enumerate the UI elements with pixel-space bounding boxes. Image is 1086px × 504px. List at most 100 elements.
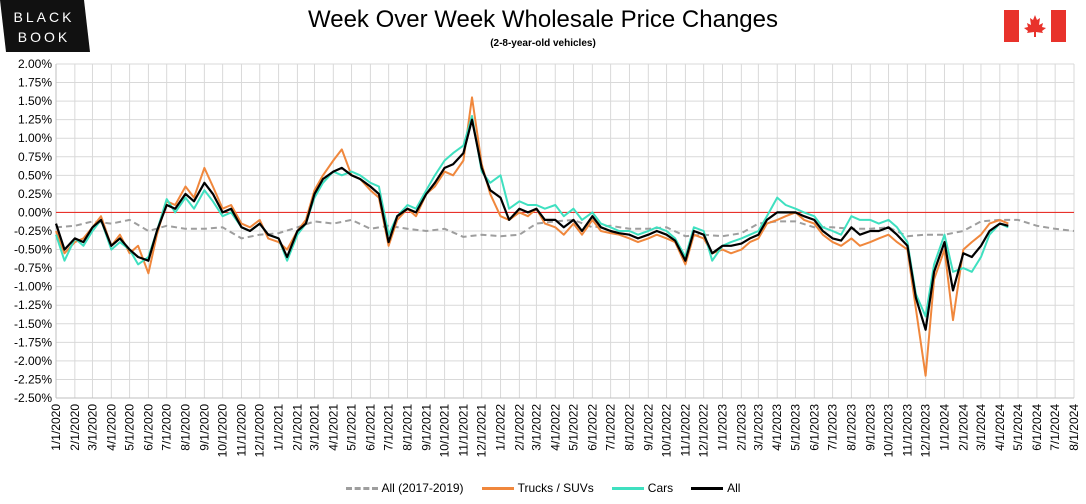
y-tick-label: -1.25% [14, 298, 52, 312]
x-tick-label: 10/1/2023 [882, 404, 896, 458]
x-tick-label: 10/1/2022 [660, 404, 674, 458]
x-tick-label: 8/1/2022 [622, 404, 636, 451]
x-tick-label: 3/1/2021 [307, 404, 321, 451]
legend-label: All [727, 481, 741, 495]
y-tick-label: -2.25% [14, 372, 52, 386]
y-tick-label: -0.50% [14, 243, 52, 257]
x-tick-label: 10/1/2020 [216, 404, 230, 458]
x-tick-label: 9/1/2020 [197, 404, 211, 451]
x-tick-label: 6/1/2020 [141, 404, 155, 451]
x-tick-label: 5/1/2023 [788, 404, 802, 451]
x-tick-label: 7/1/2024 [1048, 404, 1062, 451]
y-tick-label: 1.00% [18, 131, 52, 145]
x-tick-label: 6/1/2021 [363, 404, 377, 451]
x-tick-label: 1/1/2020 [49, 404, 63, 451]
y-tick-label: 0.25% [18, 187, 52, 201]
x-tick-label: 4/1/2022 [548, 404, 562, 451]
chart-subtitle: (2-8-year-old vehicles) [490, 38, 596, 49]
x-tick-label: 1/1/2021 [272, 404, 286, 451]
series-line-cars [55, 115, 1009, 318]
x-tick-label: 2/1/2023 [734, 404, 748, 451]
logo-line2: BOOK [18, 29, 70, 45]
x-tick-label: 5/1/2021 [345, 404, 359, 451]
x-tick-label: 9/1/2023 [863, 404, 877, 451]
x-tick-label: 10/1/2021 [438, 404, 452, 458]
y-tick-label: 0.75% [18, 150, 52, 164]
x-tick-label: 3/1/2024 [974, 404, 988, 451]
y-tick-label: -2.50% [14, 391, 52, 405]
y-tick-label: -2.00% [14, 354, 52, 368]
x-tick-label: 1/1/2023 [716, 404, 730, 451]
x-tick-label: 6/1/2024 [1030, 404, 1044, 451]
x-tick-label: 3/1/2020 [85, 404, 99, 451]
y-tick-label: 1.75% [18, 76, 52, 90]
y-tick-label: -1.50% [14, 317, 52, 331]
legend-item-all-2017-2019: All (2017-2019) [345, 481, 464, 495]
x-tick-label: 7/1/2021 [382, 404, 396, 451]
x-tick-label: 12/1/2020 [253, 404, 267, 458]
series-line-all [54, 118, 1009, 331]
x-tick-label: 7/1/2023 [826, 404, 840, 451]
y-tick-label: -0.25% [14, 224, 52, 238]
x-tick-label: 4/1/2020 [104, 404, 118, 451]
x-tick-label: 11/1/2023 [900, 404, 914, 457]
logo-background-shape [0, 0, 90, 52]
x-tick-label: 9/1/2021 [419, 404, 433, 451]
x-tick-label: 2/1/2021 [290, 404, 304, 451]
x-tick-label: 1/1/2024 [937, 404, 951, 451]
x-tick-label: 1/1/2022 [494, 404, 508, 451]
x-tick-label: 12/1/2021 [475, 404, 489, 458]
x-tick-label: 8/1/2021 [400, 404, 414, 451]
legend-swatch [691, 486, 724, 490]
x-tick-label: 11/1/2022 [678, 404, 692, 457]
legend-item-all: All [691, 481, 740, 495]
y-tick-label: -1.75% [14, 335, 52, 349]
legend-item-trucks-suvs: Trucks / SUVs [481, 481, 594, 495]
y-tick-label: 0.50% [18, 168, 52, 182]
x-tick-label: 6/1/2023 [807, 404, 821, 451]
x-tick-label: 7/1/2022 [604, 404, 618, 451]
x-tick-label: 12/1/2022 [697, 404, 711, 458]
legend-swatch [345, 486, 378, 490]
x-tick-label: 2/1/2024 [956, 404, 970, 451]
x-tick-label: 4/1/2021 [326, 404, 340, 451]
x-tick-label: 9/1/2022 [641, 404, 655, 451]
x-tick-label: 3/1/2022 [529, 404, 543, 451]
legend-swatch [611, 486, 644, 490]
logo-line1: BLACK [14, 9, 75, 25]
x-tick-label: 4/1/2023 [770, 404, 784, 451]
x-tick-label: 5/1/2020 [123, 404, 137, 451]
x-tick-label: 3/1/2023 [751, 404, 765, 451]
canada-flag-icon [1004, 10, 1066, 42]
legend-item-cars: Cars [611, 481, 674, 495]
x-tick-label: 11/1/2021 [456, 404, 470, 457]
x-tick-label: 7/1/2020 [160, 404, 174, 451]
y-tick-label: -0.75% [14, 261, 52, 275]
legend-label: All (2017-2019) [381, 481, 464, 495]
x-tick-label: 11/1/2020 [234, 404, 248, 457]
y-tick-label: 1.25% [18, 113, 52, 127]
x-tick-label: 8/1/2024 [1067, 404, 1081, 451]
legend-label: Cars [647, 481, 674, 495]
x-tick-label: 2/1/2022 [512, 404, 526, 451]
x-tick-label: 5/1/2024 [1011, 404, 1025, 451]
y-tick-label: 2.00% [18, 57, 52, 71]
legend-label: Trucks / SUVs [517, 481, 594, 495]
y-tick-label: 0.00% [18, 205, 52, 219]
series-line-trucks-suvs [55, 96, 1009, 377]
x-tick-label: 2/1/2020 [68, 404, 82, 451]
y-tick-label: -1.00% [14, 280, 52, 294]
maple-leaf-icon [1024, 15, 1046, 37]
x-tick-label: 6/1/2022 [585, 404, 599, 451]
black-book-logo: BLACK BOOK [0, 0, 90, 52]
x-tick-label: 12/1/2023 [919, 404, 933, 458]
series-line-all-2017-2019 [55, 218, 1075, 240]
x-tick-label: 8/1/2020 [179, 404, 193, 451]
legend-swatch [481, 486, 514, 490]
x-tick-label: 8/1/2023 [844, 404, 858, 451]
chart-legend: All (2017-2019) Trucks / SUVs Cars All [0, 478, 1086, 498]
y-tick-label: 1.50% [18, 94, 52, 108]
x-tick-label: 5/1/2022 [567, 404, 581, 451]
chart-title: Week Over Week Wholesale Price Changes [308, 6, 778, 33]
